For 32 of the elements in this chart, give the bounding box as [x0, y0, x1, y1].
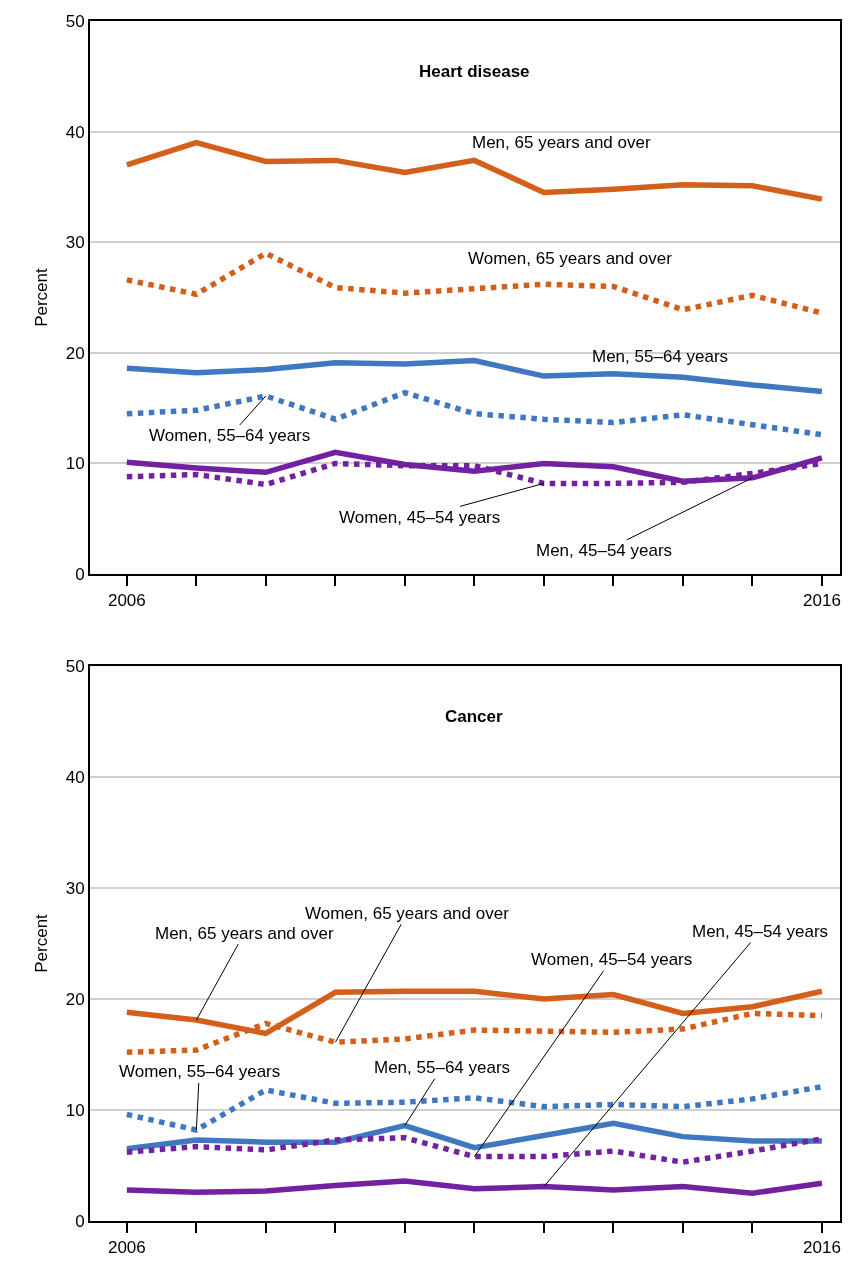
y-tick-label: 30: [65, 878, 85, 898]
text: Men, 55–64 years: [374, 1058, 511, 1077]
y-tick-label: 20: [65, 343, 85, 363]
y-tick-label: 0: [75, 1211, 85, 1231]
y-tick-label: 0: [75, 565, 85, 585]
y-tick-label: 10: [65, 454, 85, 474]
text: Women, 45–54 years: [339, 508, 501, 527]
series-label: Women, 55–64 years: [149, 426, 311, 445]
text: Men, 65 years and over: [155, 924, 334, 943]
y-axis-title: Percent: [31, 267, 51, 327]
y-tick-label: 40: [65, 767, 85, 787]
x-tick-label: 2006: [107, 591, 146, 611]
text: Women, 45–54 years: [531, 950, 693, 969]
text: Cancer: [445, 707, 504, 726]
y-tick-label: 20: [65, 989, 85, 1009]
text: Heart disease: [419, 62, 530, 81]
text: Men, 45–54 years: [536, 541, 673, 560]
text: Women, 65 years and over: [305, 904, 510, 923]
y-tick-label: 50: [65, 11, 85, 31]
series-label: Women, 65 years and over: [468, 249, 673, 268]
x-tick-label: 2016: [803, 1238, 841, 1258]
y-tick-label: 10: [65, 1100, 85, 1120]
series-label: Women, 55–64 years: [119, 1062, 281, 1081]
text: Men, 45–54 years: [692, 922, 829, 941]
x-tick-label: 2016: [803, 591, 841, 611]
y-tick-label: 30: [65, 233, 85, 253]
y-tick-label: 50: [65, 656, 85, 676]
y-axis-title: Percent: [31, 913, 51, 973]
y-tick-label: 40: [65, 122, 85, 142]
series-label: Men, 65 years and over: [472, 133, 651, 152]
series-label: Men, 55–64 years: [592, 347, 729, 366]
x-tick-label: 2006: [107, 1238, 146, 1258]
